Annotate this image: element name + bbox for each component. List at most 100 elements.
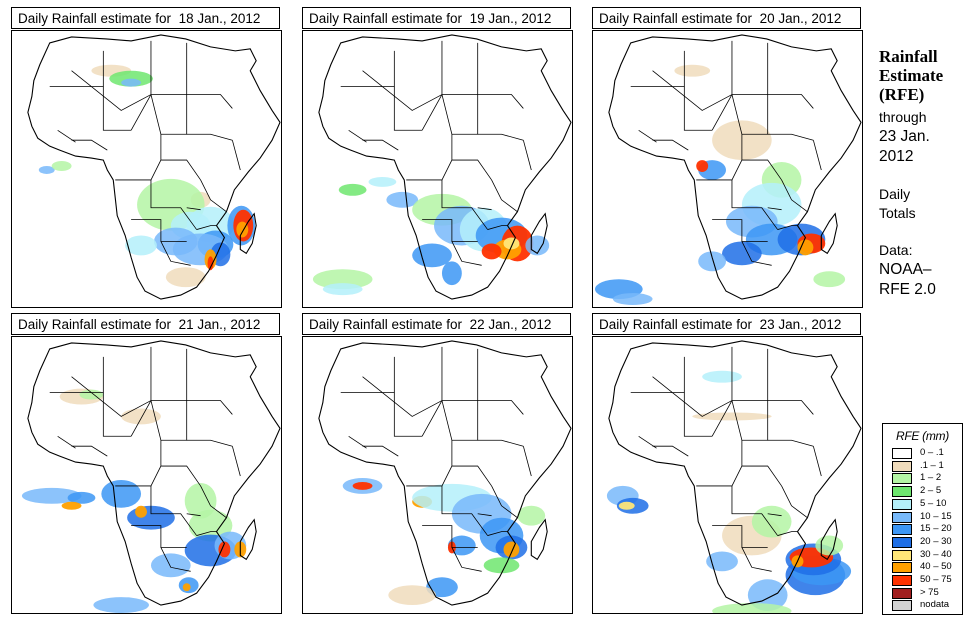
- coastline: [820, 518, 838, 561]
- rainfall-area: [322, 283, 363, 296]
- panel-title: Daily Rainfall estimate for 23 Jan., 201…: [592, 313, 861, 335]
- country-border: [767, 513, 782, 517]
- legend-item: nodata: [892, 599, 962, 612]
- country-border: [421, 400, 443, 437]
- country-border: [340, 50, 395, 87]
- country-border: [652, 139, 689, 151]
- legend-swatch: [892, 600, 912, 612]
- panel-date: 23 Jan., 2012: [759, 317, 842, 332]
- legend-item: 30 – 40: [892, 549, 962, 562]
- coastline: [530, 518, 548, 561]
- country-border: [131, 525, 187, 548]
- rainfall-area: [312, 269, 373, 290]
- rainfall-area: [702, 370, 742, 383]
- rainfall-area: [38, 166, 55, 174]
- rainfall-map: [11, 336, 282, 614]
- country-border: [49, 356, 104, 393]
- coastline: [318, 34, 572, 300]
- country-border: [712, 219, 768, 242]
- rainfall-area: [747, 579, 788, 612]
- legend-item: 40 – 50: [892, 561, 962, 574]
- data-source: NOAA–: [879, 261, 932, 278]
- africa-map-svg: [606, 340, 862, 613]
- country-border: [186, 439, 233, 447]
- rainfall-map: [592, 336, 863, 614]
- country-border: [362, 139, 399, 151]
- country-border: [812, 446, 822, 477]
- legend-label: 1 – 2: [920, 472, 942, 484]
- legend-label: 40 – 50: [920, 561, 952, 573]
- rainfall-area: [93, 597, 149, 613]
- legend-label: > 75: [920, 586, 939, 598]
- rainfall-area: [368, 176, 397, 187]
- legend-swatch: [892, 524, 912, 536]
- country-border: [731, 400, 769, 441]
- country-border: [781, 179, 808, 213]
- country-border: [160, 241, 191, 266]
- rainfall-area: [441, 261, 462, 286]
- legend-label: 15 – 20: [920, 523, 952, 535]
- panel-date: 19 Jan., 2012: [469, 11, 552, 26]
- country-border: [393, 86, 423, 131]
- coastline: [608, 340, 862, 606]
- rainfall-area: [184, 482, 217, 519]
- rainfall-area: [67, 491, 96, 504]
- country-border: [491, 485, 518, 519]
- country-border: [186, 207, 201, 211]
- period-label: Daily: [879, 186, 911, 202]
- country-border: [200, 179, 227, 213]
- country-border: [477, 513, 492, 517]
- coastline: [239, 212, 257, 255]
- country-border: [422, 525, 478, 548]
- panel-title: Daily Rainfall estimate for 20 Jan., 201…: [592, 7, 861, 29]
- country-border: [731, 42, 769, 95]
- country-border: [186, 133, 233, 141]
- legend-label: 10 – 15: [920, 510, 952, 522]
- coastline: [530, 212, 548, 255]
- legend-swatch: [892, 511, 912, 523]
- rainfall-area: [121, 78, 142, 87]
- country-border: [71, 40, 152, 111]
- country-border: [522, 140, 532, 171]
- country-border: [71, 346, 152, 417]
- country-border: [781, 485, 808, 519]
- country-border: [186, 513, 201, 517]
- rainfall-area: [101, 479, 142, 508]
- country-border: [767, 439, 814, 447]
- country-border: [683, 86, 713, 131]
- country-border: [477, 400, 524, 415]
- rainfall-map: [302, 30, 573, 308]
- rainfall-area: [150, 553, 191, 578]
- coastline: [318, 340, 572, 606]
- country-border: [130, 94, 152, 131]
- coastline: [27, 340, 281, 606]
- country-border: [652, 445, 689, 457]
- country-border: [767, 400, 814, 415]
- rainfall-area: [503, 541, 520, 558]
- rainfall-area: [182, 583, 191, 592]
- through-date: 23 Jan.: [879, 128, 930, 145]
- rainfall-area: [674, 64, 711, 77]
- rainfall-area: [618, 501, 635, 510]
- panel-title-prefix: Daily Rainfall estimate for: [18, 11, 172, 26]
- rainfall-area: [79, 389, 104, 400]
- country-border: [71, 445, 108, 457]
- country-border: [741, 547, 772, 572]
- country-border: [231, 446, 241, 477]
- rainfall-area: [692, 412, 772, 421]
- rainfall-area: [797, 239, 814, 256]
- country-border: [196, 531, 217, 536]
- panel-title: Daily Rainfall estimate for 21 Jan., 201…: [11, 313, 280, 335]
- legend-item: 5 – 10: [892, 498, 962, 511]
- legend-label: nodata: [920, 599, 950, 611]
- legend-label: 2 – 5: [920, 485, 942, 497]
- country-border: [340, 356, 395, 393]
- country-border: [362, 346, 443, 417]
- legend-swatch: [892, 536, 912, 548]
- coastline: [608, 34, 862, 300]
- country-border: [683, 392, 713, 437]
- legend-swatch: [892, 587, 912, 599]
- rainfall-area: [188, 509, 233, 542]
- rainfall-area: [696, 160, 709, 172]
- panel-title-prefix: Daily Rainfall estimate for: [599, 11, 753, 26]
